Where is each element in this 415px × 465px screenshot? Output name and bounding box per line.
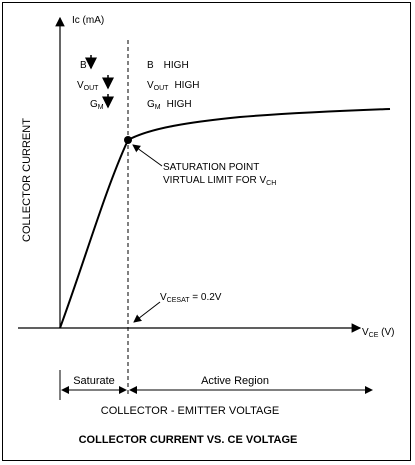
y-axis-label: COLLECTOR CURRENT bbox=[21, 118, 33, 242]
saturation-annotation-line1: SATURATION POINT bbox=[163, 162, 259, 173]
collector-current-curve bbox=[59, 108, 391, 329]
legend-right-b: B HIGH bbox=[147, 60, 189, 71]
active-region-label: Active Region bbox=[201, 375, 269, 387]
legend-right: B HIGH VOUT HIGH GM HIGH bbox=[147, 60, 199, 111]
legend-right-vout: VOUT HIGH bbox=[147, 80, 199, 92]
legend-left-b: B bbox=[80, 60, 87, 71]
legend-right-gm: GM HIGH bbox=[147, 99, 192, 111]
vce-sat-annotation: VCESAT = 0.2V bbox=[160, 292, 222, 304]
saturation-annotation-line2: VIRTUAL LIMIT FOR VCH bbox=[163, 175, 276, 187]
legend-left: B VOUT GM bbox=[77, 55, 114, 111]
y-axis-unit-label: Ic (mA) bbox=[72, 15, 104, 26]
x-axis-label: COLLECTOR - EMITTER VOLTAGE bbox=[101, 405, 279, 417]
legend-left-gm: GM bbox=[90, 99, 104, 111]
x-axis-unit-label: VCE (V) bbox=[362, 327, 395, 339]
saturation-point-marker bbox=[124, 136, 132, 144]
legend-left-vout: VOUT bbox=[77, 80, 99, 92]
diagram-frame bbox=[2, 2, 411, 461]
diagram-title: COLLECTOR CURRENT VS. CE VOLTAGE bbox=[79, 434, 298, 446]
vce-sat-annotation-arrow bbox=[133, 301, 161, 323]
saturation-annotation-arrow bbox=[132, 144, 163, 167]
saturate-region-label: Saturate bbox=[73, 375, 115, 387]
